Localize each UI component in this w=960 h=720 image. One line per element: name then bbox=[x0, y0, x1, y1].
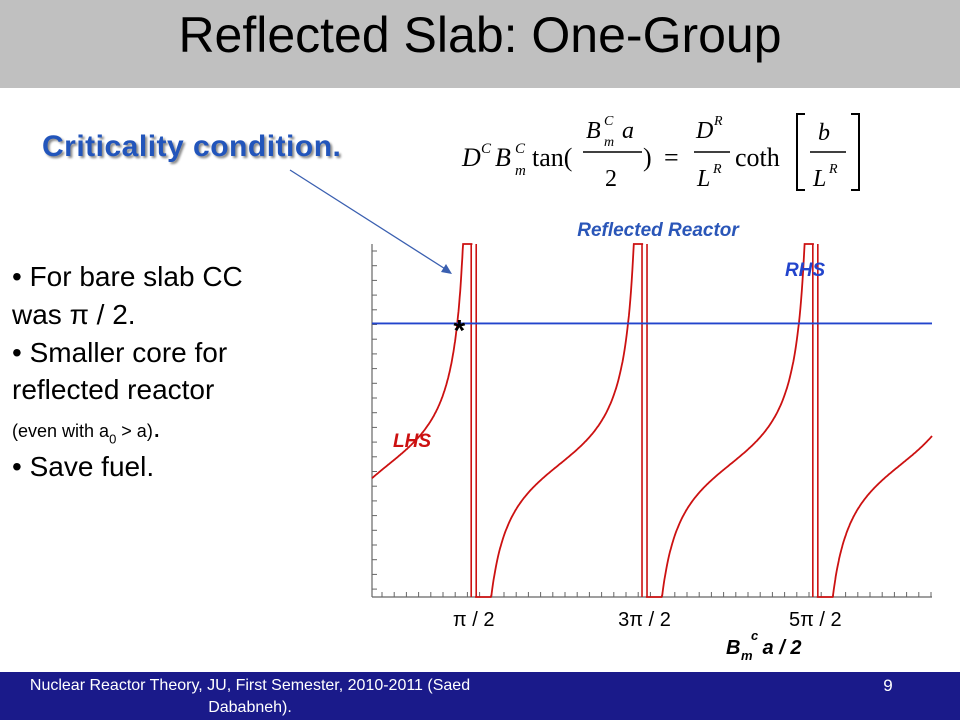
eq-den-L2: L bbox=[812, 166, 826, 192]
eq-left-bracket bbox=[796, 113, 805, 191]
footer-bar bbox=[0, 672, 960, 720]
eq-B: B bbox=[495, 143, 511, 172]
chart-title: Reflected Reactor bbox=[577, 220, 740, 241]
eq-sup-C2: C bbox=[515, 141, 526, 157]
lhs-curve bbox=[475, 243, 644, 598]
eq-num-b: b bbox=[818, 120, 830, 146]
criticality-label: Criticality condition. bbox=[42, 130, 342, 163]
eq-den-sup-R2: R bbox=[828, 162, 838, 177]
x-label-B: B bbox=[726, 637, 740, 659]
lhs-curve bbox=[816, 435, 933, 598]
x-tick-label: π / 2 bbox=[453, 609, 495, 631]
lhs-series-label: LHS bbox=[393, 431, 431, 452]
eq-num-D: D bbox=[695, 118, 713, 144]
x-axis-ticks bbox=[381, 592, 932, 597]
title-bar bbox=[0, 0, 960, 88]
bullet-list: • For bare slab CC was π / 2. • Smaller … bbox=[12, 258, 352, 486]
eq-equals: = bbox=[664, 143, 679, 172]
x-label-sup: c bbox=[751, 628, 759, 643]
eq-right-bracket bbox=[851, 113, 860, 191]
rhs-series-label: RHS bbox=[785, 260, 825, 281]
eq-sup-C1: C bbox=[481, 141, 492, 157]
bullet-2-line-2: reflected reactor bbox=[12, 374, 215, 406]
bullet-2-note-dot: . bbox=[152, 412, 161, 444]
callout-arrow-line bbox=[289, 169, 451, 273]
x-label-sub: m bbox=[741, 648, 753, 663]
x-tick-labels: π / 2 3π / 2 5π / 2 bbox=[453, 609, 842, 631]
bullet-2-note-pre: (even with a bbox=[12, 421, 110, 442]
eq-den-sup-R: R bbox=[712, 162, 722, 177]
eq-coth: coth bbox=[735, 143, 780, 172]
bullet-2-line-1: • Smaller core for bbox=[12, 336, 228, 368]
y-axis-ticks bbox=[372, 250, 377, 590]
footer-text: Nuclear Reactor Theory, JU, First Semest… bbox=[29, 677, 471, 716]
lhs-curve bbox=[645, 243, 814, 598]
solution-marker: * bbox=[454, 314, 466, 347]
criticality-equation: D C B C m tan( B C m a 2 ) = D R L R cot… bbox=[461, 113, 860, 192]
eq-num-B: B bbox=[586, 118, 601, 144]
eq-den-2: 2 bbox=[605, 166, 617, 192]
eq-num-a: a bbox=[622, 118, 634, 144]
bullet-1-line-1: • For bare slab CC bbox=[12, 261, 243, 292]
x-tick-label: 5π / 2 bbox=[789, 609, 842, 631]
lhs-curve-group bbox=[371, 243, 933, 598]
reflected-reactor-chart: Reflected Reactor RHS LHS * π / 2 3π / 2… bbox=[371, 220, 933, 663]
callout-arrow-head bbox=[441, 264, 452, 274]
eq-num-sup-R: R bbox=[713, 114, 723, 129]
x-label-rest: a / 2 bbox=[757, 637, 801, 659]
bullet-2-note: (even with a0 > a). bbox=[12, 409, 352, 448]
bullet-3: • Save fuel. bbox=[12, 451, 155, 483]
bullet-2-note-sub: 0 bbox=[109, 431, 117, 447]
eq-D: D bbox=[461, 143, 481, 172]
x-axis-label: B m c a / 2 bbox=[726, 628, 801, 663]
lhs-curve bbox=[371, 243, 473, 479]
bullet-1-line-2: was π / 2. bbox=[12, 298, 136, 330]
eq-sub-m1: m bbox=[515, 163, 526, 179]
page-number: 9 bbox=[883, 676, 893, 695]
eq-num-sub-m: m bbox=[604, 135, 614, 150]
eq-tan: tan( bbox=[532, 143, 572, 172]
bullet-2-note-post: > a) bbox=[116, 421, 153, 442]
eq-num-sup-C: C bbox=[604, 114, 614, 129]
eq-close-paren: ) bbox=[643, 143, 652, 172]
slide-title: Reflected Slab: One-Group bbox=[178, 7, 782, 63]
x-tick-label: 3π / 2 bbox=[618, 609, 671, 631]
asymptote-lines bbox=[470, 244, 819, 597]
eq-den-L: L bbox=[696, 166, 710, 192]
